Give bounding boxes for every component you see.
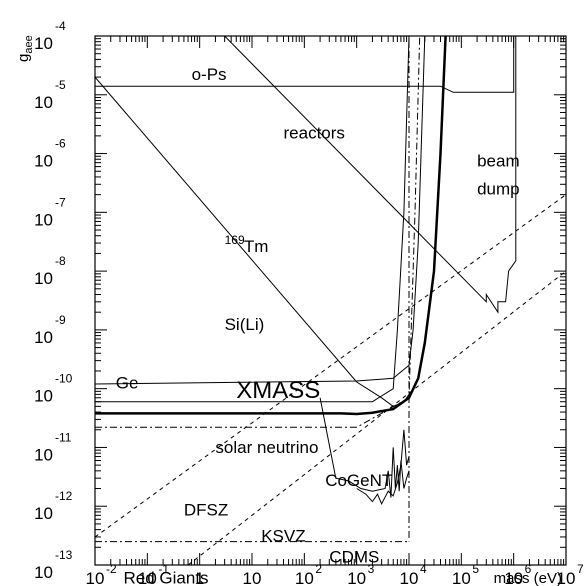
annotation-dump: dump	[477, 180, 520, 199]
annotation-solar-neutrino: solar neutrino	[215, 438, 318, 457]
x-tick-exponent: 7	[577, 562, 584, 576]
y-axis-title-sub: aee	[23, 35, 35, 53]
y-tick-exponent: -8	[55, 254, 66, 268]
curve-ge	[95, 36, 410, 403]
x-tick-label: 10	[86, 569, 105, 586]
y-tick-exponent: -4	[55, 19, 66, 33]
x-tick-exponent: -1	[158, 562, 169, 576]
y-tick-label: 10	[34, 210, 53, 229]
x-tick-label: 10	[452, 569, 471, 586]
curve-cogent	[319, 397, 410, 498]
annotation-si-li: Si(Li)	[225, 315, 265, 334]
axis-ticks	[94, 35, 567, 566]
y-tick-label: 10	[34, 563, 53, 582]
curves	[95, 36, 566, 565]
x-tick-exponent: 6	[525, 562, 532, 576]
curve-solar-neutrino	[95, 36, 421, 428]
y-tick-label: 10	[34, 445, 53, 464]
annotation-tm-superscript: 169	[225, 233, 245, 247]
annotation-ge: Ge	[116, 374, 139, 393]
annotation-tm: Tm	[244, 237, 269, 256]
y-tick-exponent: -5	[55, 78, 66, 92]
y-tick-exponent: -12	[55, 489, 73, 503]
curve-cdms	[356, 429, 410, 505]
annotation-o-ps: o-Ps	[192, 65, 227, 84]
x-tick-label: 10	[295, 569, 314, 586]
y-axis-title-main: g	[15, 54, 32, 62]
x-axis-title: mass (eV)	[494, 570, 562, 586]
x-tick-label: 10	[138, 569, 157, 586]
curve-reactors	[224, 36, 517, 314]
x-tick-label: 1	[195, 569, 204, 586]
annotation-cogent: CoGeNT	[325, 471, 392, 490]
x-tick-exponent: -2	[106, 562, 117, 576]
y-tick-label: 10	[34, 269, 53, 288]
annotation-red-giants: Red Giants	[124, 569, 209, 586]
x-tick-exponent: 2	[315, 562, 322, 576]
x-tick-label: 10	[400, 569, 419, 586]
x-tick-exponent: 4	[420, 562, 427, 576]
axis-tick-labels: 10 -2 10 -1 1 10 10 2 10 3 10 4 10 5 10 6 10 710-410-510-…	[34, 19, 584, 586]
y-tick-label: 10	[34, 93, 53, 112]
y-tick-exponent: -7	[55, 195, 66, 209]
annotation-ksvz: KSVZ	[261, 527, 305, 546]
x-tick-label: 10	[504, 569, 523, 586]
y-tick-label: 10	[34, 387, 53, 406]
annotation-reactors: reactors	[284, 124, 345, 143]
curve-si-li	[95, 36, 426, 385]
x-tick-label: 10	[347, 569, 366, 586]
y-axis-title: gaee	[15, 35, 35, 62]
y-tick-label: 10	[34, 34, 53, 53]
annotation-cdms: CDMS	[329, 548, 379, 567]
x-tick-exponent: 5	[472, 562, 479, 576]
y-tick-label: 10	[34, 152, 53, 171]
y-tick-exponent: -13	[55, 548, 73, 562]
y-tick-exponent: -9	[55, 313, 66, 327]
annotation-dfsz: DFSZ	[184, 500, 228, 519]
plot-frame	[94, 35, 567, 566]
y-tick-exponent: -10	[55, 372, 73, 386]
x-tick-exponent: 3	[368, 562, 375, 576]
x-tick-label: 10	[243, 569, 262, 586]
x-tick-label: 10	[557, 569, 576, 586]
annotation-xmass: XMASS	[236, 377, 320, 404]
y-tick-label: 10	[34, 504, 53, 523]
y-tick-exponent: -11	[55, 430, 72, 444]
annotation-beam: beam	[477, 152, 520, 171]
curve-xmass	[95, 36, 447, 416]
curve-dfsz	[95, 194, 566, 538]
y-tick-exponent: -6	[55, 137, 66, 151]
curve-o-ps	[95, 36, 515, 93]
y-tick-label: 10	[34, 328, 53, 347]
